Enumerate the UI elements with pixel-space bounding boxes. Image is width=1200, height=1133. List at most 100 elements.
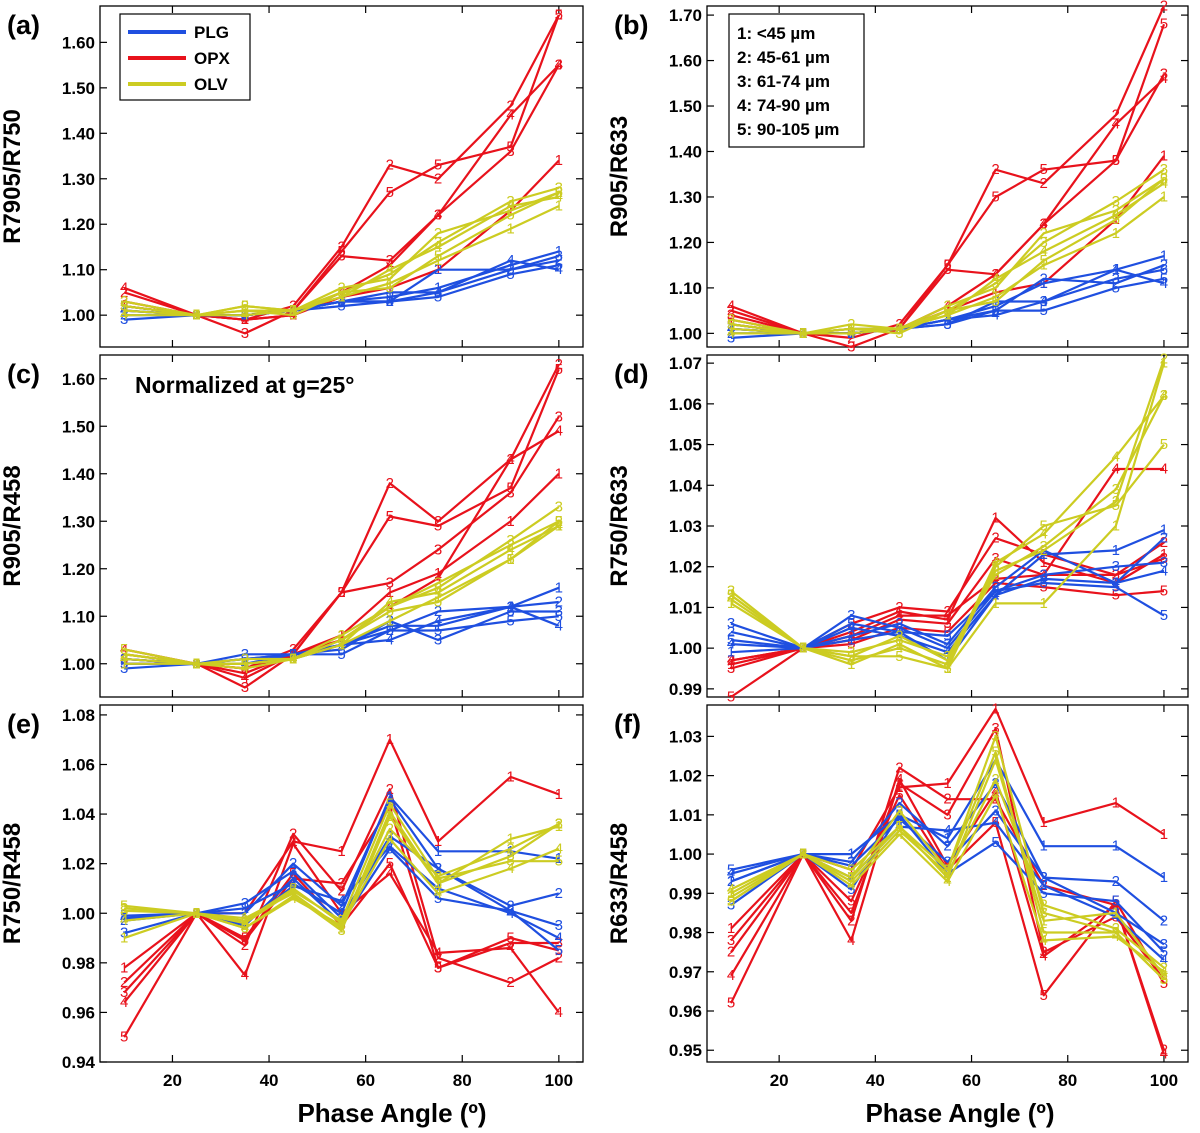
- data-point: 3: [120, 902, 128, 919]
- data-point: 5: [506, 207, 514, 224]
- plot-frame: [706, 704, 1189, 1063]
- panel-label: (c): [7, 359, 40, 389]
- series-line: [730, 177, 1165, 335]
- data-point: 5: [991, 302, 999, 319]
- data-point: 2: [434, 949, 442, 966]
- data-point: 4: [1160, 952, 1168, 969]
- data-point: 4: [506, 451, 514, 468]
- panel-e: (e) R750/R458 0.94 0.96 0.98 1.00 1.02 1.04 1.06…: [0, 704, 584, 1090]
- data-point: 1: [991, 288, 999, 305]
- data-point: 5: [289, 651, 297, 668]
- data-point: 5: [434, 622, 442, 639]
- data-point: 3: [120, 984, 128, 1001]
- data-point: 5: [1160, 436, 1168, 453]
- data-point: 4: [1160, 461, 1168, 478]
- data-point: 1: [120, 655, 128, 672]
- data-point: 4: [1040, 526, 1048, 543]
- data-point: 5: [120, 298, 128, 315]
- data-point: 2: [555, 513, 563, 530]
- data-point: 1: [386, 731, 394, 748]
- series-line: [124, 803, 559, 925]
- y-tick-label: 1.10: [62, 261, 95, 280]
- data-point: 4: [991, 783, 999, 800]
- data-point: 3: [434, 579, 442, 596]
- series-line: [124, 520, 560, 665]
- series-line: [730, 569, 1165, 654]
- data-point: 5: [120, 897, 128, 914]
- data-point: 3: [120, 925, 128, 942]
- data-point: 5: [1112, 924, 1120, 941]
- data-point: 1: [1112, 225, 1120, 242]
- data-point: 1: [506, 257, 514, 274]
- panel-d: (d) R750/R633 0.99 1.00 1.01 1.02 1.03 1.04 1.05…: [606, 351, 1189, 706]
- y-tick-label: 0.94: [62, 1053, 96, 1072]
- data-point: 5: [434, 157, 442, 174]
- data-point: 4: [506, 860, 514, 877]
- data-point: 1: [1112, 795, 1120, 812]
- data-point: 1: [241, 900, 249, 917]
- data-point: 3: [943, 853, 951, 870]
- data-point: 1: [120, 959, 128, 976]
- data-point: 2: [895, 795, 903, 812]
- data-point: 2: [506, 974, 514, 991]
- data-point: 5: [847, 648, 855, 665]
- data-point: 3: [506, 603, 514, 620]
- y-tick-label: 0.95: [669, 1041, 702, 1060]
- size-legend-box: [728, 13, 865, 148]
- series-line: [124, 525, 560, 670]
- data-point: 4: [434, 238, 442, 255]
- data-point: 5: [434, 518, 442, 535]
- data-point: 1: [120, 302, 128, 319]
- data-point: 2: [434, 513, 442, 530]
- data-point: 4: [847, 877, 855, 894]
- x-tick-label: 100: [545, 1071, 573, 1090]
- data-point: 2: [555, 356, 563, 373]
- data-point: 1: [991, 284, 999, 301]
- data-point: 2: [120, 284, 128, 301]
- x-tick-label: 100: [1150, 1071, 1178, 1090]
- data-point: 2: [727, 944, 735, 961]
- data-point: 4: [727, 881, 735, 898]
- series-line: [730, 581, 1165, 650]
- plot-frame: [706, 5, 1189, 348]
- data-point: 4: [120, 912, 128, 929]
- data-point: 1: [506, 768, 514, 785]
- y-tick-label: 1.02: [669, 558, 702, 577]
- data-point: 5: [555, 184, 563, 201]
- data-point: 2: [1160, 912, 1168, 929]
- data-point: 4: [289, 890, 297, 907]
- plot-frame: [99, 5, 584, 348]
- data-point: 2: [943, 791, 951, 808]
- data-point: 1: [1112, 518, 1120, 535]
- series-line: [730, 778, 1165, 969]
- data-point: 3: [991, 566, 999, 583]
- size-legend: 1: <45 µm 2: 45-61 µm 3: 61-74 µm 4: 74-…: [728, 13, 865, 148]
- data-point: 4: [506, 541, 514, 558]
- data-point: 5: [1040, 302, 1048, 319]
- y-tick-label: 1.00: [669, 639, 702, 658]
- data-point: 4: [1160, 562, 1168, 579]
- data-point: 2: [1160, 1042, 1168, 1059]
- data-point: 4: [895, 771, 903, 788]
- data-point: 3: [555, 499, 563, 516]
- data-point: 3: [506, 143, 514, 160]
- data-point: 3: [555, 57, 563, 74]
- data-point: 4: [506, 598, 514, 615]
- data-point: 5: [386, 184, 394, 201]
- data-point: 5: [506, 551, 514, 568]
- data-point: 5: [386, 293, 394, 310]
- data-point: 2: [1112, 202, 1120, 219]
- data-point: 2: [1160, 530, 1168, 547]
- data-point: 4: [943, 311, 951, 328]
- data-point: 1: [434, 589, 442, 606]
- data-point: 3: [727, 307, 735, 324]
- y-tick-label: 1.01: [669, 806, 702, 825]
- x-tick-label: 40: [866, 1071, 885, 1090]
- data-point: 4: [434, 613, 442, 630]
- data-point: 1: [1040, 814, 1048, 831]
- data-point: 5: [943, 316, 951, 333]
- data-point: 1: [434, 843, 442, 860]
- data-point: 3: [337, 248, 345, 265]
